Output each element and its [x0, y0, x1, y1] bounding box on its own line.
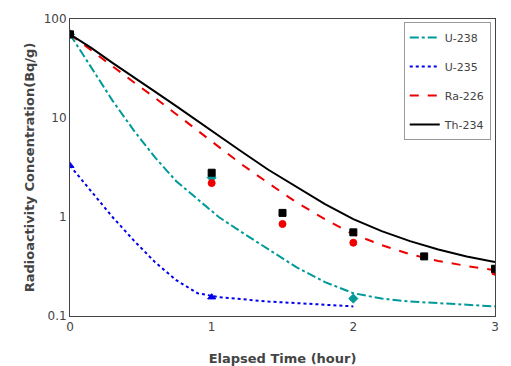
svg-text:Th-234: Th-234: [444, 119, 484, 132]
svg-text:100: 100: [44, 12, 67, 26]
svg-text:10: 10: [51, 111, 66, 125]
svg-text:0.1: 0.1: [48, 309, 67, 323]
svg-text:0: 0: [66, 320, 74, 334]
svg-text:Elapsed Time (hour): Elapsed Time (hour): [209, 351, 357, 366]
svg-text:Ra-226: Ra-226: [445, 90, 484, 103]
svg-text:U-238: U-238: [445, 32, 478, 45]
svg-text:3: 3: [491, 320, 499, 334]
svg-text:1: 1: [59, 210, 67, 224]
svg-text:1: 1: [208, 320, 216, 334]
svg-text:Radioactivity Concentration(Bq: Radioactivity Concentration(Bq/g): [22, 43, 37, 293]
svg-text:U-235: U-235: [445, 61, 478, 74]
svg-text:2: 2: [350, 320, 358, 334]
